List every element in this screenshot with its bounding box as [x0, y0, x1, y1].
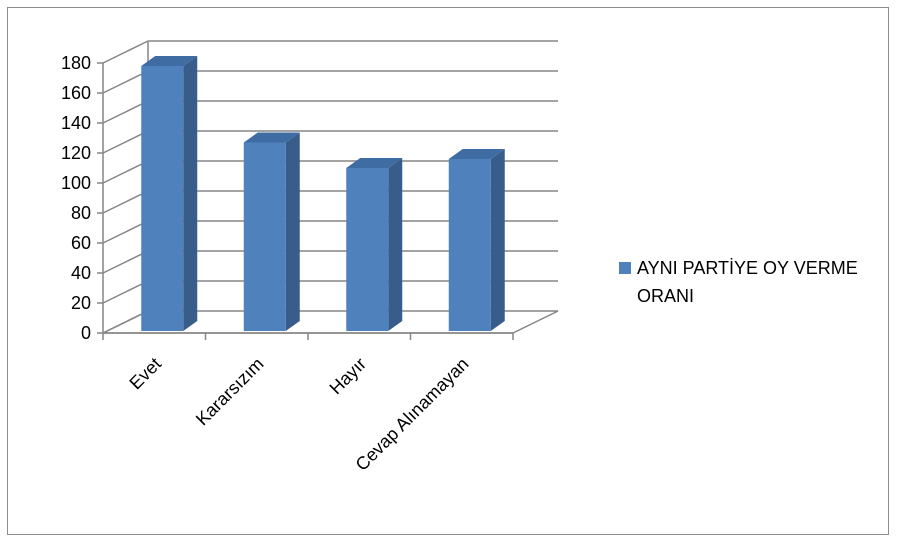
bar — [448, 149, 505, 331]
legend-series-label: AYNI PARTİYE OY VERME ORANI — [637, 258, 858, 306]
y-tick-label: 0 — [81, 323, 91, 343]
bars — [141, 56, 505, 331]
gridline-diagonal — [102, 100, 149, 124]
bar-side — [285, 132, 300, 331]
bar-side — [183, 56, 198, 331]
bar-top — [448, 149, 505, 159]
chart-frame: 0 20 40 60 80 100 120 140 160 180 Evet Kararsızım H… — [7, 7, 889, 535]
gridline-diagonal — [102, 130, 149, 154]
y-tick-label: 160 — [61, 83, 91, 103]
y-tick-label: 120 — [61, 143, 91, 163]
bar-top — [141, 56, 198, 66]
legend: AYNI PARTİYE OY VERME ORANI — [619, 254, 889, 310]
legend-swatch — [619, 262, 631, 274]
y-tick-label: 20 — [71, 293, 91, 313]
gridline-diagonal — [102, 70, 149, 94]
chart-plot: 0 20 40 60 80 100 120 140 160 180 Evet Kararsızım H… — [61, 40, 559, 475]
y-tick-labels: 0 20 40 60 80 100 120 140 160 180 — [61, 53, 91, 343]
y-tick-label: 80 — [71, 203, 91, 223]
bar — [141, 56, 198, 331]
y-tick-label: 40 — [71, 263, 91, 283]
y-tick-label: 180 — [61, 53, 91, 73]
bar-side — [388, 158, 403, 331]
gridline-diagonal — [102, 220, 149, 244]
bar — [346, 158, 403, 331]
gridline-diagonal — [102, 190, 149, 214]
bar — [243, 132, 300, 331]
x-category-label: Hayır — [326, 354, 371, 399]
y-tick-label: 100 — [61, 173, 91, 193]
bar-front — [346, 168, 389, 331]
x-category-label: Cevap Alınamayan — [352, 354, 473, 475]
gridline-diagonal — [102, 250, 149, 274]
y-tick-label: 60 — [71, 233, 91, 253]
bar-front — [141, 66, 184, 331]
bar-front — [243, 142, 286, 331]
x-category-label: Evet — [125, 354, 165, 394]
axes — [97, 62, 559, 340]
gridline-diagonal — [102, 40, 149, 64]
bar-top — [243, 132, 300, 143]
gridline-diagonal — [102, 280, 149, 304]
bar-side — [490, 149, 505, 331]
bar-top — [346, 158, 403, 168]
y-tick-label: 140 — [61, 113, 91, 133]
gridline-diagonal — [102, 160, 149, 184]
x-category-label: Kararsızım — [192, 354, 268, 430]
bar-front — [448, 159, 491, 331]
